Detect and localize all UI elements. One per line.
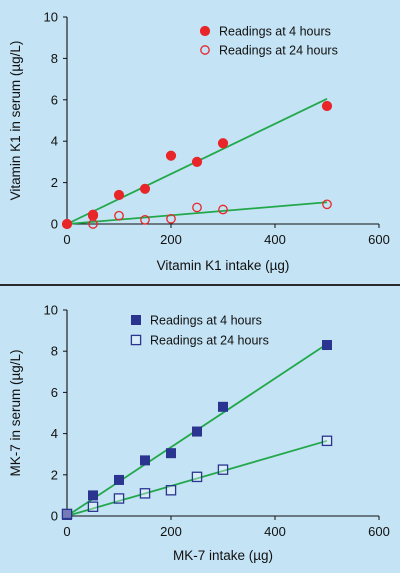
y-tick-label: 0 xyxy=(51,217,58,232)
y-tick-label: 0 xyxy=(51,509,58,524)
y-tick-label: 6 xyxy=(51,92,58,107)
x-tick-label: 600 xyxy=(368,232,390,247)
data-point xyxy=(218,204,228,215)
data-point xyxy=(165,150,177,161)
data-point xyxy=(87,210,99,221)
x-tick-label: 200 xyxy=(160,524,182,539)
panel-divider xyxy=(0,284,400,286)
legend-marker xyxy=(130,314,141,325)
data-point xyxy=(88,219,98,229)
y-tick-label: 8 xyxy=(51,51,58,66)
data-point xyxy=(88,490,99,501)
data-point xyxy=(191,156,203,167)
y-tick-label: 2 xyxy=(51,175,58,190)
data-point xyxy=(139,455,150,466)
data-point xyxy=(139,488,151,499)
chart-mk7: 0 2 4 6 8 10 0 200 400 600 MK-7 intake (µg) MK-7 in… xyxy=(8,303,390,564)
data-point xyxy=(139,183,151,194)
legend-label: Readings at 24 hours xyxy=(150,333,269,347)
data-point xyxy=(87,501,99,512)
x-tick-label: 200 xyxy=(160,232,182,247)
data-point xyxy=(166,213,176,224)
y-axis-label: MK-7 in serum (µg/L) xyxy=(8,349,23,476)
data-point xyxy=(321,340,332,351)
data-point xyxy=(62,219,72,229)
data-point xyxy=(165,484,177,496)
x-tick-label: 600 xyxy=(368,524,390,539)
data-point xyxy=(217,401,228,412)
legend-label: Readings at 4 hours xyxy=(150,313,262,327)
data-point xyxy=(321,435,333,447)
data-point xyxy=(191,426,202,437)
data-point xyxy=(140,215,150,225)
x-tick-label: 400 xyxy=(264,232,286,247)
data-point xyxy=(321,100,333,112)
legend-marker xyxy=(200,45,210,55)
x-axis-label: Vitamin K1 intake (µg) xyxy=(157,258,290,273)
y-tick-label: 8 xyxy=(51,344,58,359)
trend-line xyxy=(66,201,328,225)
data-point xyxy=(191,471,203,483)
y-tick-label: 6 xyxy=(51,385,58,400)
legend-label: Readings at 4 hours xyxy=(219,24,331,38)
y-tick-label: 10 xyxy=(44,10,58,25)
data-point xyxy=(113,493,125,504)
x-tick-label: 400 xyxy=(264,524,286,539)
data-point xyxy=(61,508,73,520)
data-point xyxy=(217,138,229,149)
legend-marker xyxy=(130,334,142,346)
x-axis-label: MK-7 intake (µg) xyxy=(173,548,273,563)
data-point xyxy=(192,202,202,213)
y-tick-label: 4 xyxy=(51,134,58,149)
y-tick-label: 2 xyxy=(51,467,58,482)
data-point xyxy=(113,189,125,201)
x-tick-label: 0 xyxy=(63,524,70,539)
data-point xyxy=(217,464,229,475)
data-point xyxy=(322,199,332,210)
chart-vitamin-k1: 0 2 4 6 8 10 0 200 400 600 Vitamin K1 intake (µg) V… xyxy=(8,10,390,274)
y-axis-label: Vitamin K1 in serum (µg/L) xyxy=(8,41,23,201)
trend-line xyxy=(66,439,328,517)
legend-label: Readings at 24 hours xyxy=(219,43,338,57)
x-tick-label: 0 xyxy=(63,232,70,247)
legend-marker xyxy=(199,25,211,37)
y-tick-label: 4 xyxy=(51,426,58,441)
y-tick-label: 10 xyxy=(44,303,58,318)
data-point xyxy=(114,474,125,485)
data-point xyxy=(165,448,176,459)
data-point xyxy=(114,210,124,221)
